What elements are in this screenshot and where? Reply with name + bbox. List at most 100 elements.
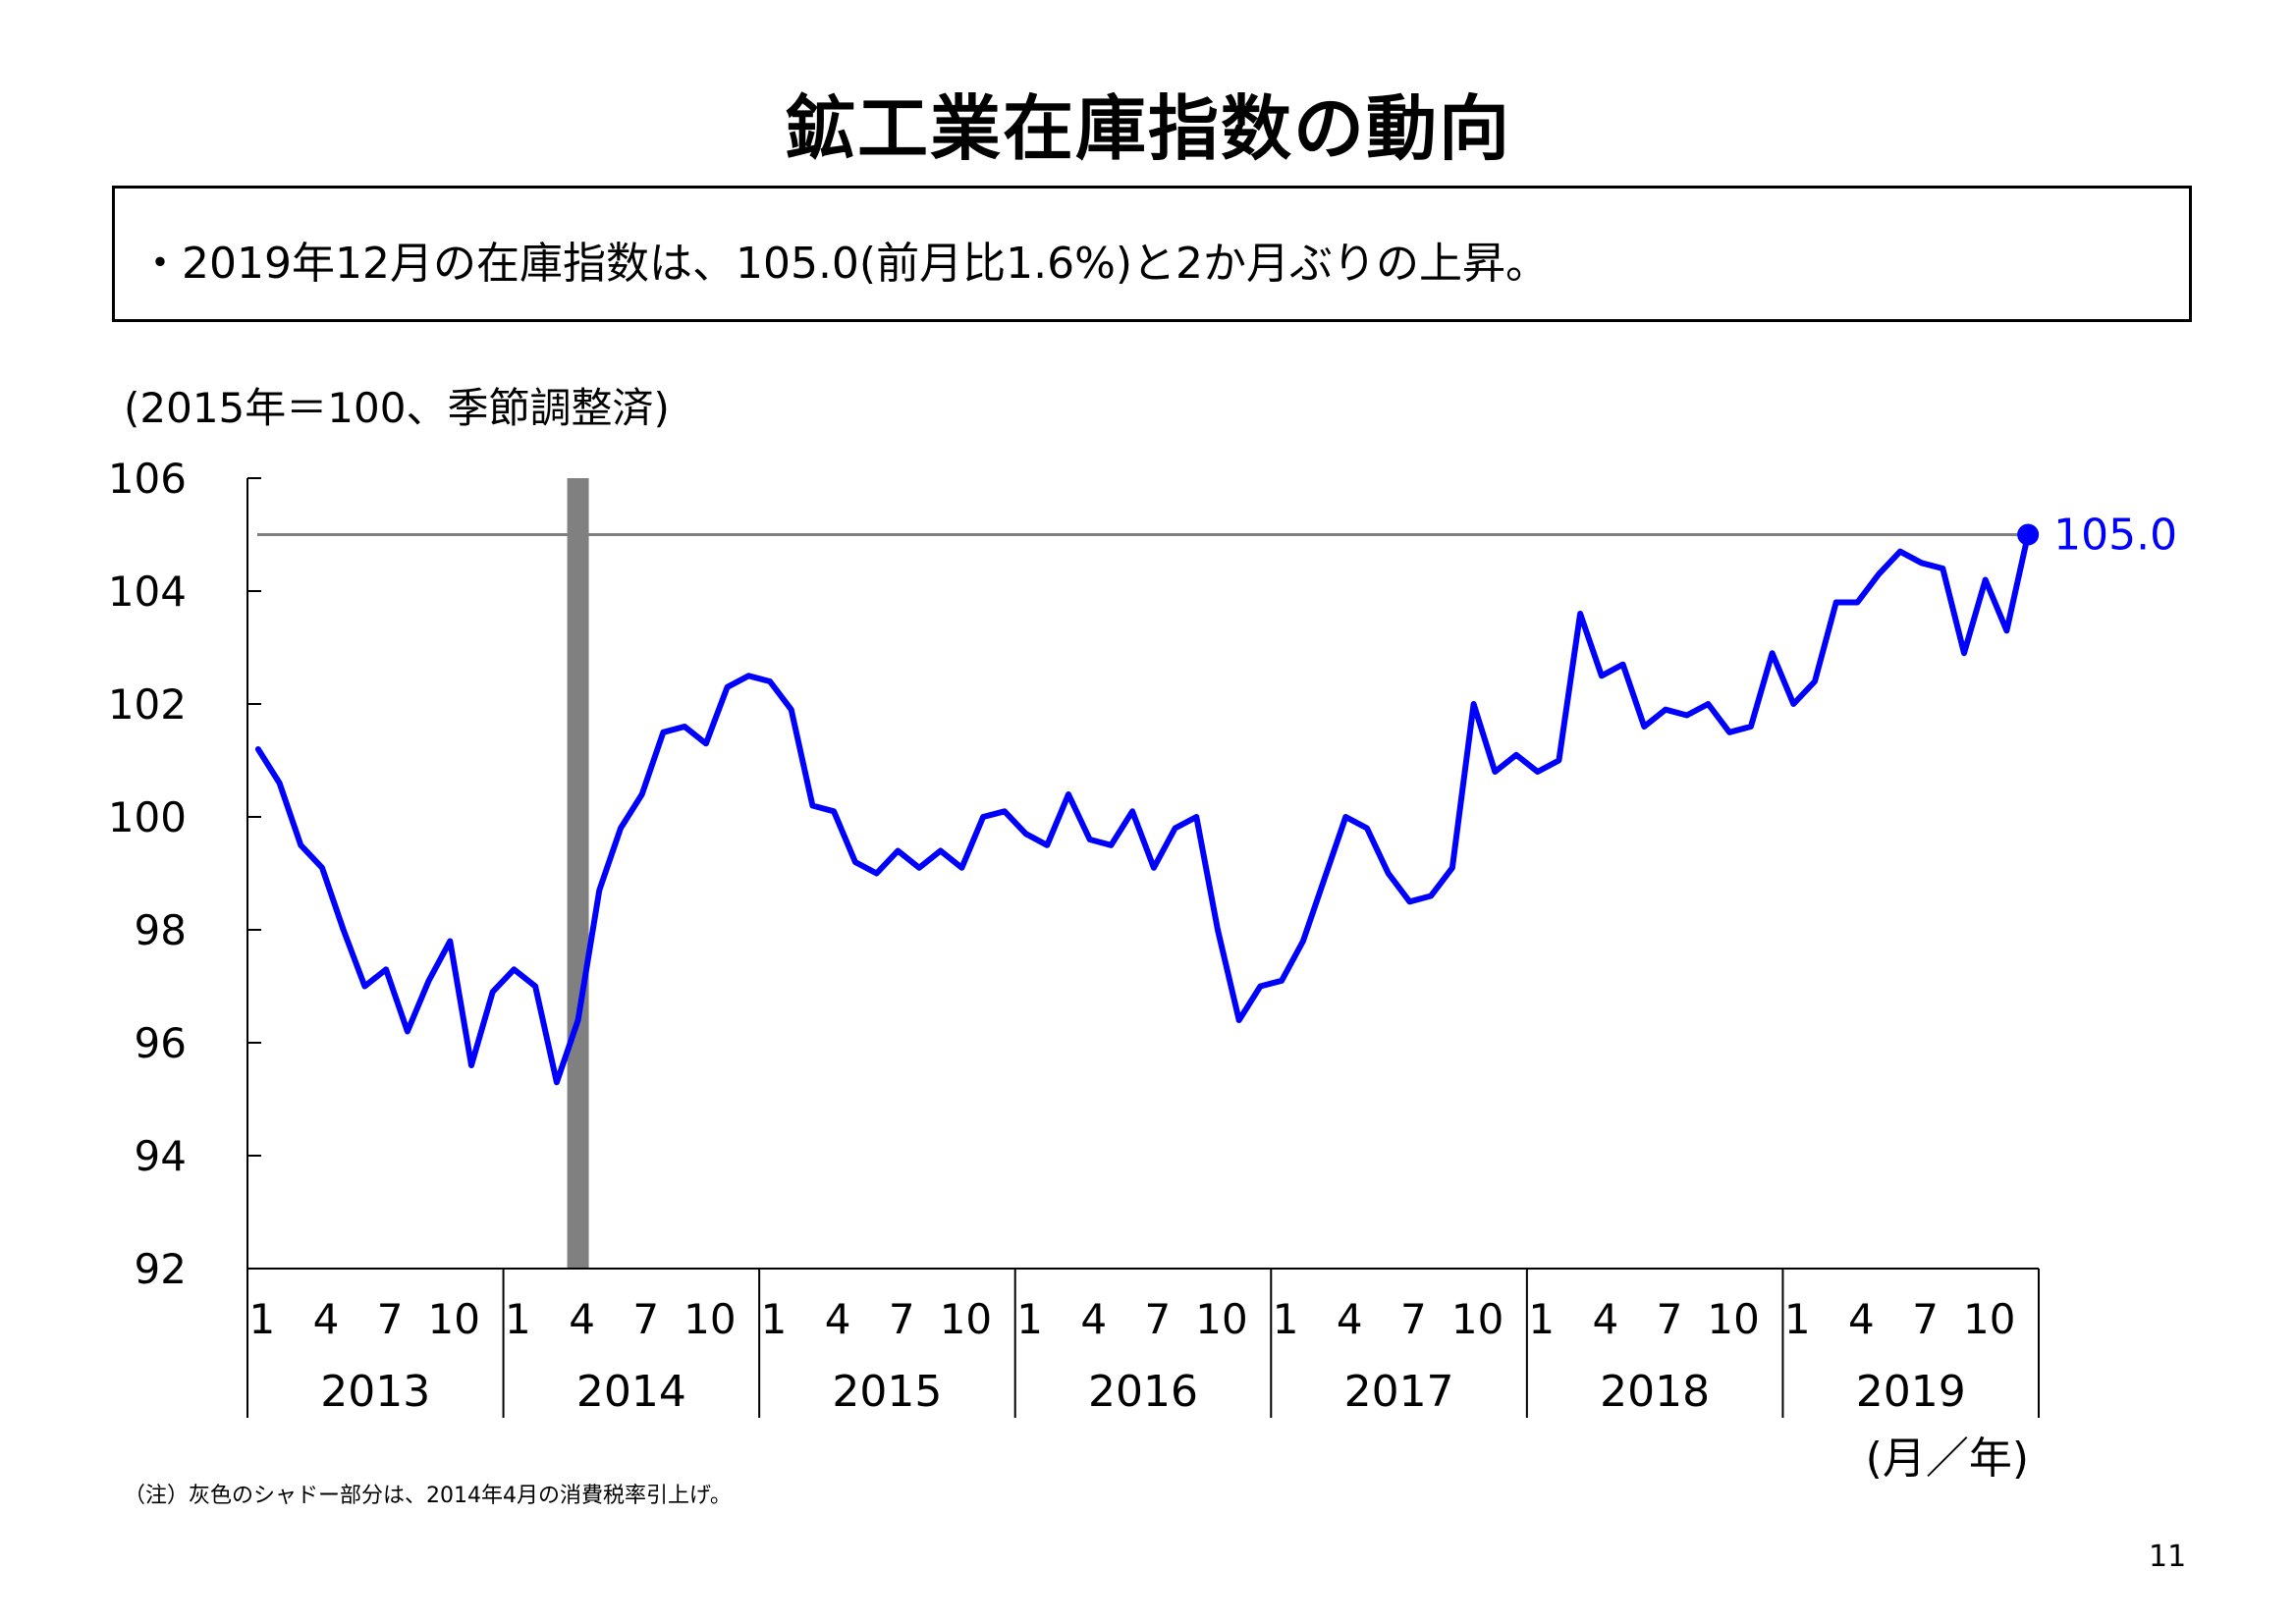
month-tick-label: 4 <box>313 1295 340 1343</box>
year-label: 2015 <box>832 1367 942 1417</box>
data-point <box>1257 984 1263 990</box>
data-point <box>1002 808 1008 814</box>
data-point <box>1919 560 1925 566</box>
year-label: 2019 <box>1856 1367 1966 1417</box>
data-point <box>1342 814 1348 820</box>
data-point <box>1364 826 1370 832</box>
data-point <box>1620 662 1626 668</box>
data-point <box>1684 713 1690 719</box>
data-point <box>1386 871 1392 877</box>
data-point <box>298 842 303 848</box>
data-point <box>1897 549 1903 555</box>
data-point <box>1215 927 1221 933</box>
data-point <box>1833 600 1839 606</box>
year-label: 2016 <box>1088 1367 1198 1417</box>
data-point <box>1023 831 1029 837</box>
tax-hike-shade <box>567 478 589 1269</box>
y-tick-label: 96 <box>135 1019 187 1067</box>
data-point <box>1577 611 1583 617</box>
data-point <box>1790 701 1796 707</box>
y-tick-label: 102 <box>108 680 187 729</box>
month-tick-label: 10 <box>1707 1295 1759 1343</box>
data-point <box>447 939 453 945</box>
year-label: 2018 <box>1600 1367 1710 1417</box>
data-point <box>383 966 389 972</box>
data-point <box>1513 752 1519 758</box>
data-point <box>1748 724 1754 730</box>
page-number: 11 <box>2149 1540 2187 1574</box>
data-point <box>831 808 837 814</box>
month-tick-label: 10 <box>1195 1295 1247 1343</box>
month-tick-label: 7 <box>889 1295 915 1343</box>
month-tick-label: 4 <box>1592 1295 1618 1343</box>
data-point <box>319 865 325 871</box>
data-point <box>361 984 367 990</box>
year-label: 2014 <box>576 1367 686 1417</box>
data-point <box>1087 837 1093 842</box>
data-point <box>1193 814 1199 820</box>
data-point <box>660 730 666 735</box>
data-point <box>789 707 794 713</box>
y-tick-label: 106 <box>108 455 187 503</box>
year-label: 2013 <box>320 1367 430 1417</box>
month-tick-label: 10 <box>1451 1295 1503 1343</box>
month-tick-label: 1 <box>1273 1295 1299 1343</box>
data-point <box>682 724 687 730</box>
data-point <box>1151 865 1157 871</box>
data-point <box>767 678 773 684</box>
data-point <box>1236 1017 1242 1023</box>
data-point <box>1812 678 1818 684</box>
data-point <box>980 814 986 820</box>
data-point <box>1066 791 1071 797</box>
data-point <box>277 781 283 786</box>
data-point <box>1983 577 1989 583</box>
data-point <box>1535 769 1541 775</box>
data-point <box>1129 808 1135 814</box>
data-point <box>1705 701 1711 707</box>
data-point <box>341 927 347 933</box>
data-point <box>2003 627 2009 633</box>
y-tick-label: 94 <box>135 1132 187 1180</box>
month-tick-label: 1 <box>248 1295 275 1343</box>
data-point <box>895 848 901 854</box>
summary-box: ・2019年12月の在庫指数は、105.0(前月比1.6%)と2か月ぶりの上昇。 <box>112 186 2192 322</box>
inventory-index-line <box>254 531 2032 1086</box>
data-point <box>255 746 261 752</box>
data-point <box>809 803 815 809</box>
data-point <box>1726 730 1732 735</box>
last-value-label: 105.0 <box>2053 511 2177 561</box>
x-axis-unit: (月／年) <box>1866 1434 2029 1484</box>
data-point <box>1108 842 1114 848</box>
month-tick-label: 10 <box>940 1295 992 1343</box>
data-point <box>1428 893 1434 899</box>
year-label: 2017 <box>1344 1367 1454 1417</box>
data-point <box>958 865 964 871</box>
month-tick-label: 4 <box>825 1295 851 1343</box>
unit-note: (2015年＝100、季節調整済) <box>124 384 670 432</box>
data-point <box>575 1017 581 1023</box>
month-tick-label: 4 <box>1848 1295 1875 1343</box>
data-point <box>1854 600 1860 606</box>
month-tick-label: 4 <box>1080 1295 1107 1343</box>
data-point <box>1044 842 1050 848</box>
data-point <box>1663 707 1668 713</box>
data-point <box>1322 876 1328 882</box>
data-point <box>703 740 709 746</box>
data-point <box>1279 978 1285 984</box>
month-tick-label: 10 <box>683 1295 736 1343</box>
y-tick-label: 98 <box>135 906 187 954</box>
data-point <box>874 871 880 877</box>
page-title: 鉱工業在庫指数の動向 <box>784 87 1511 170</box>
data-point <box>1770 650 1776 656</box>
data-point <box>554 1079 560 1085</box>
month-tick-label: 10 <box>428 1295 480 1343</box>
month-tick-label: 1 <box>505 1295 531 1343</box>
data-point <box>1406 898 1412 904</box>
data-point <box>1556 758 1561 764</box>
month-tick-label: 10 <box>1963 1295 2015 1343</box>
data-point <box>1471 701 1477 707</box>
data-point <box>468 1062 474 1068</box>
month-tick-label: 7 <box>1912 1295 1939 1343</box>
footnote: （注）灰色のシャドー部分は、2014年4月の消費税率引上げ。 <box>124 1484 732 1508</box>
